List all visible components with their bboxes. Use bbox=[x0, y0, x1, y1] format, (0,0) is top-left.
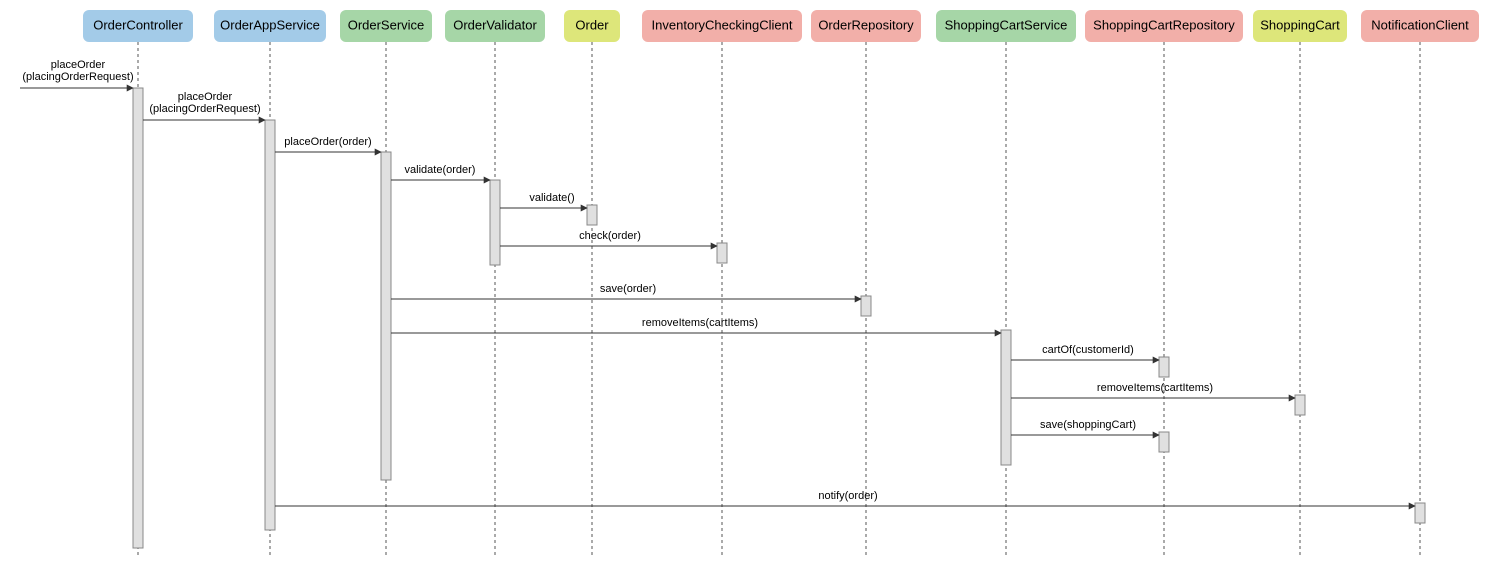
participant-label: OrderValidator bbox=[453, 17, 537, 32]
message-label: validate(order) bbox=[405, 164, 476, 176]
participant-label: ShoppingCartService bbox=[945, 17, 1068, 32]
participant-label: ShoppingCartRepository bbox=[1093, 17, 1235, 32]
message-label: save(order) bbox=[600, 283, 656, 295]
message-label: removeItems(cartItems) bbox=[1097, 382, 1213, 394]
activation-bar bbox=[1001, 330, 1011, 465]
message-label: check(order) bbox=[579, 230, 641, 242]
activation-bar bbox=[265, 120, 275, 530]
activation-bar bbox=[490, 180, 500, 265]
participant-label: ShoppingCart bbox=[1260, 17, 1340, 32]
activation-bar bbox=[717, 243, 727, 263]
activation-bar bbox=[381, 152, 391, 480]
message-label: save(shoppingCart) bbox=[1040, 419, 1136, 431]
activation-bar bbox=[861, 296, 871, 316]
activation-bar bbox=[1415, 503, 1425, 523]
message-label: cartOf(customerId) bbox=[1042, 344, 1134, 356]
participant-label: OrderRepository bbox=[818, 17, 914, 32]
activation-bar bbox=[1159, 357, 1169, 377]
participant-label: InventoryCheckingClient bbox=[652, 17, 793, 32]
message-label: validate() bbox=[529, 192, 574, 204]
participant-label: Order bbox=[575, 17, 609, 32]
activation-bar bbox=[133, 88, 143, 548]
message-label: placeOrder(placingOrderRequest) bbox=[149, 91, 260, 115]
participant-label: OrderController bbox=[93, 17, 183, 32]
participant-label: OrderAppService bbox=[220, 17, 320, 32]
activation-bar bbox=[587, 205, 597, 225]
activation-bar bbox=[1159, 432, 1169, 452]
message-label: placeOrder(order) bbox=[284, 136, 371, 148]
message-label: placeOrder(placingOrderRequest) bbox=[22, 59, 133, 83]
participant-label: NotificationClient bbox=[1371, 17, 1469, 32]
message-label: notify(order) bbox=[818, 490, 877, 502]
activation-bar bbox=[1295, 395, 1305, 415]
message-label: removeItems(cartItems) bbox=[642, 317, 758, 329]
participant-label: OrderService bbox=[348, 17, 425, 32]
